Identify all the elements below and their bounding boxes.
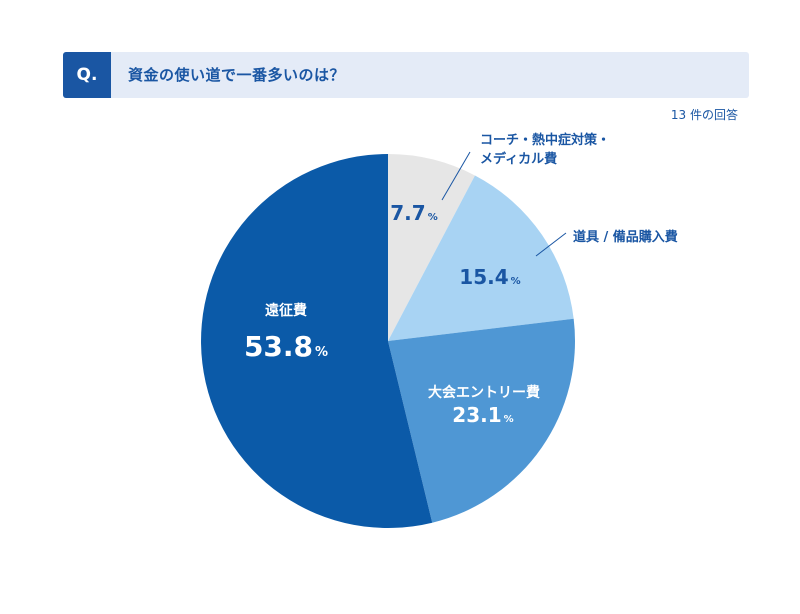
slice-value-2: 15.4% bbox=[459, 265, 520, 289]
slice-value-unit: % bbox=[511, 276, 521, 287]
leader-line-1 bbox=[441, 151, 471, 201]
question-badge: Q. bbox=[63, 52, 111, 98]
pie-slice-4 bbox=[201, 154, 433, 528]
slice-value-number: 23.1 bbox=[452, 403, 501, 427]
pie-slice-1 bbox=[388, 154, 475, 341]
pie-slices bbox=[201, 154, 576, 528]
slice-value-number: 53.8 bbox=[244, 330, 313, 363]
slice-value-unit: % bbox=[504, 414, 514, 425]
question-bar: Q. 資金の使い道で一番多いのは？ bbox=[63, 52, 749, 98]
leader-lines bbox=[441, 151, 567, 257]
slice-value-number: 15.4 bbox=[459, 265, 508, 289]
slice-label-1-line-1: コーチ・熱中症対策・ bbox=[480, 132, 610, 148]
slice-value-unit: % bbox=[428, 212, 438, 223]
slice-label-3-line-1: 大会エントリー費 bbox=[428, 384, 540, 401]
slice-value-4: 53.8% bbox=[244, 330, 328, 363]
slice-value-number: 7.7 bbox=[390, 201, 425, 225]
pie-labels: 7.7 % コーチ・熱中症対策・メディカル費 15.4 % 道具 / 備品購入費 23.1%… bbox=[244, 132, 678, 427]
slice-value-unit: % bbox=[315, 345, 328, 360]
question-text: 資金の使い道で一番多いのは？ bbox=[128, 66, 346, 84]
response-count: 13 件の回答 bbox=[670, 108, 738, 122]
slice-value-3: 23.1% bbox=[452, 403, 513, 427]
pie-slice-3 bbox=[388, 318, 576, 523]
slice-label-1-line-2: メディカル費 bbox=[480, 151, 557, 167]
pie-slice-2 bbox=[388, 175, 574, 341]
slice-value-1: 7.7% bbox=[390, 201, 437, 225]
slice-label-2-line-1: 道具 / 備品購入費 bbox=[573, 229, 678, 245]
slice-label-4-line-1: 遠征費 bbox=[265, 302, 307, 319]
leader-line-2 bbox=[535, 232, 567, 257]
